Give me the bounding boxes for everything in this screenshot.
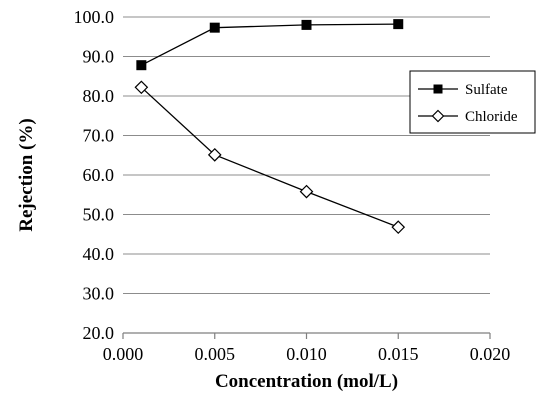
- x-tick-label: 0.000: [103, 344, 144, 364]
- legend-marker-sulfate: [433, 84, 443, 94]
- y-tick-label: 20.0: [83, 323, 115, 343]
- y-tick-label: 40.0: [83, 244, 115, 264]
- legend-box: [409, 70, 536, 134]
- x-axis-title: Concentration (mol/L): [215, 371, 398, 392]
- y-tick-labels: 20.0 30.0 40.0 50.0 60.0 70.0 80.0 90.0 100.0: [74, 7, 115, 343]
- y-tick-label: 30.0: [83, 284, 115, 304]
- data-point-chloride: [391, 220, 406, 234]
- axes: [122, 332, 491, 339]
- series-line-sulfate: [141, 23, 399, 66]
- y-axis-title: Rejection (%): [16, 118, 37, 231]
- x-tick-label: 0.015: [378, 344, 419, 364]
- x-tick-label: 0.010: [286, 344, 327, 364]
- y-tick-label: 90.0: [83, 47, 115, 67]
- data-point-sulfate: [136, 60, 147, 71]
- series-sulfate: [136, 19, 404, 71]
- data-point-sulfate: [393, 19, 404, 30]
- y-tick-label: 80.0: [83, 86, 115, 106]
- y-tick-label: 60.0: [83, 165, 115, 185]
- legend: Sulfate Chloride: [409, 70, 536, 134]
- legend-marker-chloride: [431, 109, 445, 123]
- x-tick-labels: 0.000 0.005 0.010 0.015 0.020: [103, 344, 511, 364]
- data-point-chloride: [299, 184, 314, 199]
- data-point-sulfate: [301, 19, 312, 30]
- series-line-chloride: [140, 86, 399, 228]
- data-point-chloride: [134, 80, 149, 95]
- y-tick-label: 50.0: [83, 205, 115, 225]
- legend-label-chloride: Chloride: [465, 109, 518, 125]
- y-tick-label: 70.0: [83, 126, 115, 146]
- series-chloride: [134, 80, 406, 234]
- data-series: [134, 19, 406, 234]
- gridlines: [123, 16, 490, 294]
- data-point-sulfate: [209, 22, 220, 33]
- data-point-chloride: [207, 148, 222, 162]
- x-tick-label: 0.020: [470, 344, 511, 364]
- y-tick-label: 100.0: [74, 7, 115, 27]
- legend-label-sulfate: Sulfate: [465, 82, 508, 98]
- x-tick-label: 0.005: [195, 344, 236, 364]
